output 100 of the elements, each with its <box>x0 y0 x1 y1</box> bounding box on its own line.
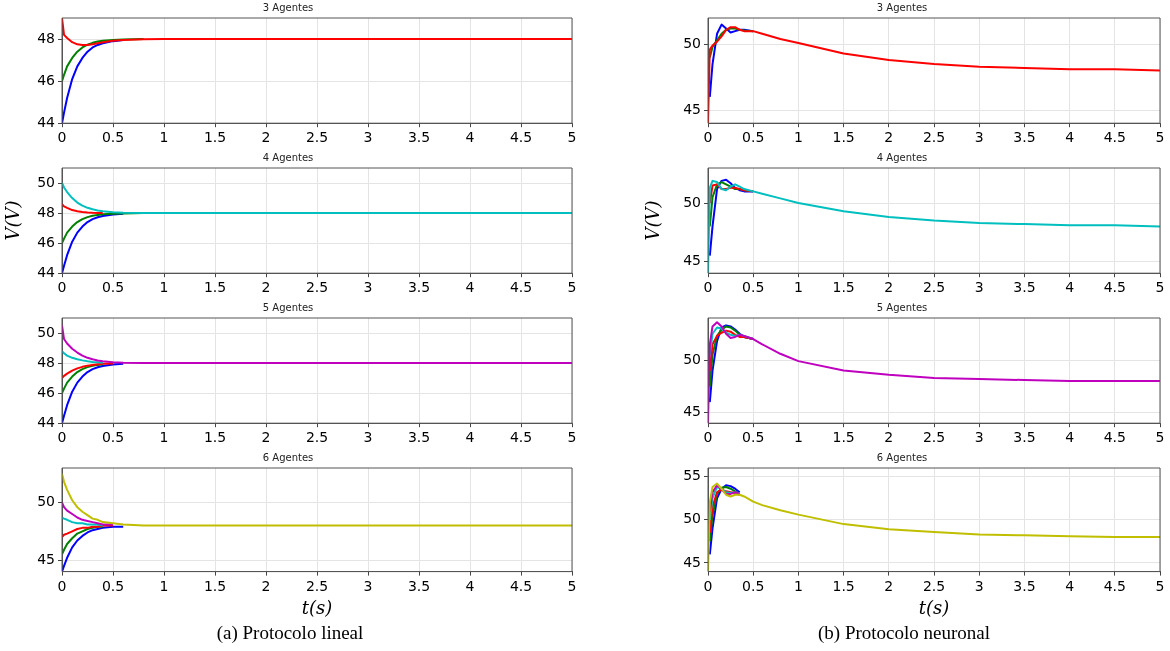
x-tick-label: 0.5 <box>101 577 125 594</box>
y-tick-label: 48 <box>37 353 55 370</box>
x-tick-label: 4 <box>465 279 475 296</box>
x-tick-label: 2.5 <box>305 429 329 446</box>
x-tick-label: 0.5 <box>742 129 765 146</box>
x-tick-label: 3.5 <box>1013 577 1036 594</box>
x-axis-title: t(s) <box>301 596 333 618</box>
x-tick-label: 3 <box>363 429 373 446</box>
x-tick-label: 4.5 <box>509 279 533 296</box>
y-tick-label: 48 <box>37 203 55 220</box>
y-axis-title: V(V) <box>642 200 664 241</box>
x-tick-label: 5 <box>567 577 577 594</box>
x-tick-label: 3.5 <box>407 577 431 594</box>
text: (b) Protocolo neuronal <box>817 622 991 644</box>
x-tick-label: 3 <box>974 129 984 146</box>
x-tick-label: 3.5 <box>407 429 431 446</box>
x-tick-label: 3 <box>974 429 984 446</box>
x-tick-label: 3.5 <box>1013 429 1036 446</box>
x-tick-label: 4 <box>1065 429 1075 446</box>
y-tick-label: 45 <box>683 100 701 117</box>
x-tick-label: 2.5 <box>305 577 329 594</box>
x-tick-label: 2.5 <box>922 429 946 446</box>
x-tick-label: 4.5 <box>1103 279 1126 296</box>
x-tick-label: 5 <box>1155 577 1165 594</box>
x-tick-label: 0 <box>57 279 67 296</box>
x-tick-label: 1.5 <box>203 279 227 296</box>
chart-title: 4 Agentes <box>262 151 314 163</box>
y-tick-label: 44 <box>37 263 56 280</box>
x-tick-label: 3 <box>363 279 373 296</box>
y-tick-label: 50 <box>37 323 55 340</box>
x-tick-label: 1.5 <box>203 577 227 594</box>
x-tick-label: 5 <box>1155 279 1165 296</box>
x-tick-label: 0 <box>703 279 713 296</box>
x-tick-label: 0 <box>57 429 67 446</box>
x-tick-label: 0.5 <box>101 129 125 146</box>
x-tick-label: 1.5 <box>832 429 855 446</box>
y-tick-label: 46 <box>37 233 56 250</box>
x-tick-label: 2.5 <box>922 129 946 146</box>
chart-title: 3 Agentes <box>876 1 928 13</box>
y-tick-label: 45 <box>683 403 701 420</box>
x-tick-label: 1 <box>793 279 803 296</box>
y-tick-label: 45 <box>37 550 55 567</box>
x-tick-label: 3 <box>363 577 373 594</box>
x-tick-label: 2 <box>884 279 894 296</box>
chart-title: 6 Agentes <box>262 451 314 463</box>
y-tick-label: 45 <box>683 252 701 269</box>
x-tick-label: 2 <box>261 429 271 446</box>
x-tick-label: 0.5 <box>742 429 765 446</box>
x-tick-label: 1.5 <box>832 577 855 594</box>
y-tick-label: 50 <box>683 350 701 367</box>
y-tick-label: 45 <box>683 553 701 570</box>
x-axis-title: t(s) <box>918 596 950 618</box>
x-tick-label: 2.5 <box>922 279 946 296</box>
x-tick-label: 0.5 <box>101 429 125 446</box>
x-tick-label: 1 <box>159 129 169 146</box>
x-tick-label: 1 <box>159 577 169 594</box>
x-tick-label: 4 <box>1065 577 1075 594</box>
y-tick-label: 50 <box>683 193 701 210</box>
x-tick-label: 1.5 <box>203 429 227 446</box>
x-tick-label: 2 <box>261 577 271 594</box>
x-tick-label: 4 <box>465 429 475 446</box>
x-tick-label: 0.5 <box>742 577 765 594</box>
x-tick-label: 4.5 <box>509 429 533 446</box>
y-tick-label: 44 <box>37 113 56 130</box>
y-tick-label: 50 <box>37 493 55 510</box>
chart-title: 4 Agentes <box>876 151 928 163</box>
x-tick-label: 1.5 <box>832 279 855 296</box>
x-tick-label: 4.5 <box>1103 429 1126 446</box>
x-tick-label: 2.5 <box>922 577 946 594</box>
y-tick-label: 46 <box>37 383 56 400</box>
x-tick-label: 5 <box>567 429 577 446</box>
x-tick-label: 4.5 <box>509 577 533 594</box>
y-tick-label: 50 <box>683 510 701 527</box>
x-tick-label: 1 <box>793 129 803 146</box>
x-tick-label: 5 <box>567 279 577 296</box>
x-tick-label: 4 <box>1065 129 1075 146</box>
x-tick-label: 1 <box>159 429 169 446</box>
x-tick-label: 0.5 <box>101 279 125 296</box>
x-tick-label: 3 <box>974 279 984 296</box>
y-axis-title: V(V) <box>2 200 24 241</box>
x-tick-label: 0 <box>703 577 713 594</box>
x-tick-label: 2.5 <box>305 129 329 146</box>
x-tick-label: 2 <box>261 279 271 296</box>
y-tick-label: 46 <box>37 71 56 88</box>
x-tick-label: 5 <box>1155 129 1165 146</box>
y-tick-label: 50 <box>683 34 701 51</box>
x-tick-label: 2 <box>261 129 271 146</box>
x-tick-label: 3.5 <box>407 279 431 296</box>
x-tick-label: 0 <box>703 129 713 146</box>
x-tick-label: 0 <box>703 429 713 446</box>
y-tick-label: 55 <box>683 467 701 484</box>
x-tick-label: 1 <box>159 279 169 296</box>
x-tick-label: 4.5 <box>509 129 533 146</box>
x-tick-label: 5 <box>1155 429 1165 446</box>
chart-title: 5 Agentes <box>876 301 928 313</box>
x-tick-label: 0 <box>57 577 67 594</box>
x-tick-label: 2 <box>884 577 894 594</box>
x-tick-label: 4 <box>465 577 475 594</box>
x-tick-label: 2 <box>884 129 894 146</box>
x-tick-label: 1.5 <box>203 129 227 146</box>
